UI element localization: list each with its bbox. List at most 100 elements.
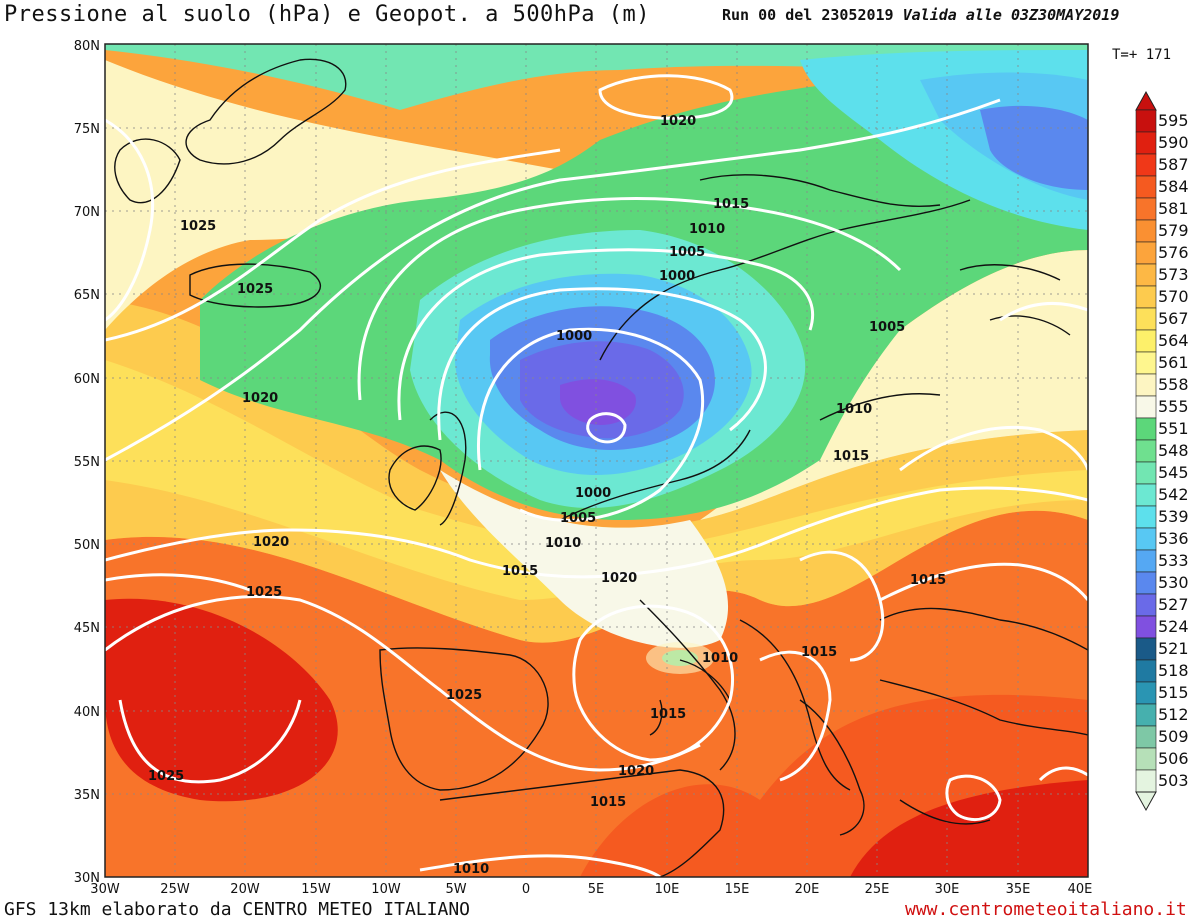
lon-label: 10W <box>371 882 401 897</box>
run-info: Run 00 del 23052019 Valida alle 03Z30MAY… <box>722 6 1119 24</box>
colorbar-swatch <box>1135 637 1157 661</box>
isobar-labels: 1020 1025 1025 1020 1015 1010 1005 1000 … <box>148 114 946 877</box>
lon-label: 30W <box>90 882 120 897</box>
colorbar-value: 542 <box>1158 485 1189 504</box>
colorbar-value: 530 <box>1158 573 1189 592</box>
colorbar-swatch <box>1135 549 1157 573</box>
lon-label: 20E <box>795 882 820 897</box>
colorbar-swatch <box>1135 769 1157 793</box>
map-title: Pressione al suolo (hPa) e Geopot. a 500… <box>4 2 651 27</box>
colorbar-value: 506 <box>1158 749 1189 768</box>
colorbar-swatch <box>1135 483 1157 507</box>
isobar-label: 1005 <box>669 245 705 260</box>
colorbar-swatch <box>1135 307 1157 331</box>
colorbar-value: 521 <box>1158 639 1189 658</box>
colorbar-swatch <box>1135 725 1157 749</box>
colorbar-value: 576 <box>1158 243 1189 262</box>
colorbar-swatch <box>1135 395 1157 419</box>
colorbar-swatch <box>1135 109 1157 133</box>
lat-label: 60N <box>74 372 100 387</box>
website-link[interactable]: www.centrometeoitaliano.it <box>905 899 1187 920</box>
colorbar-swatch <box>1135 219 1157 243</box>
isobar-label: 1020 <box>253 535 289 550</box>
isobar-label: 1015 <box>833 449 869 464</box>
forecast-timestep: T=+ 171 <box>1112 47 1172 63</box>
isobar-label: 1015 <box>650 707 686 722</box>
colorbar-value: 539 <box>1158 507 1189 526</box>
isobar-label: 1010 <box>836 402 872 417</box>
lat-label: 65N <box>74 288 100 303</box>
isobar-label: 1005 <box>560 511 596 526</box>
model-credit: GFS 13km elaborato da CENTRO METEO ITALI… <box>4 899 470 920</box>
colorbar-value: 558 <box>1158 375 1189 394</box>
colorbar-swatch <box>1135 417 1157 441</box>
colorbar-value: 551 <box>1158 419 1189 438</box>
isobar-label: 1010 <box>702 651 738 666</box>
colorbar-swatch <box>1135 615 1157 639</box>
colorbar-swatch <box>1135 593 1157 617</box>
lon-label: 40E <box>1068 882 1093 897</box>
isobar-label: 1025 <box>148 769 184 784</box>
colorbar <box>1135 90 1157 812</box>
colorbar-value: 533 <box>1158 551 1189 570</box>
run-date: Run 00 del 23052019 <box>722 6 894 24</box>
colorbar-swatch <box>1135 197 1157 221</box>
lat-label: 80N <box>74 39 100 54</box>
isobar-label: 1025 <box>237 282 273 297</box>
lat-label: 35N <box>74 788 100 803</box>
colorbar-swatch <box>1135 527 1157 551</box>
isobar-label: 1010 <box>689 222 725 237</box>
lon-label: 5E <box>588 882 605 897</box>
lat-label: 30N <box>74 871 100 886</box>
colorbar-value: 567 <box>1158 309 1189 328</box>
isobar-label: 1015 <box>801 645 837 660</box>
colorbar-value: 503 <box>1158 771 1189 790</box>
isobar-label: 1025 <box>180 219 216 234</box>
colorbar-swatch <box>1135 505 1157 529</box>
colorbar-value: 581 <box>1158 199 1189 218</box>
colorbar-max-arrow <box>1135 90 1157 111</box>
isobar-label: 1000 <box>659 269 695 284</box>
isobar-label: 1015 <box>502 564 538 579</box>
colorbar-value: 561 <box>1158 353 1189 372</box>
colorbar-swatch <box>1135 461 1157 485</box>
lon-label: 25W <box>160 882 190 897</box>
colorbar-swatch <box>1135 439 1157 463</box>
isobar-label: 1010 <box>453 862 489 877</box>
lon-label: 5W <box>445 882 466 897</box>
map-frame <box>104 43 1089 878</box>
colorbar-value: 548 <box>1158 441 1189 460</box>
colorbar-swatch <box>1135 285 1157 309</box>
isobar-label: 1025 <box>446 688 482 703</box>
colorbar-swatch <box>1135 373 1157 397</box>
colorbar-swatch <box>1135 747 1157 771</box>
colorbar-swatch <box>1135 659 1157 683</box>
isobar-label: 1010 <box>545 536 581 551</box>
isobar-label: 1015 <box>590 795 626 810</box>
colorbar-value: 527 <box>1158 595 1189 614</box>
lat-label: 75N <box>74 122 100 137</box>
colorbar-swatch <box>1135 329 1157 353</box>
longitude-labels: 30W 25W 20W 15W 10W 5W 0 5E 10E 15E 20E … <box>90 882 1092 897</box>
colorbar-value: 518 <box>1158 661 1189 680</box>
lat-label: 40N <box>74 705 100 720</box>
colorbar-value: 515 <box>1158 683 1189 702</box>
lon-label: 15W <box>301 882 331 897</box>
colorbar-swatch <box>1135 131 1157 155</box>
colorbar-swatch <box>1135 175 1157 199</box>
colorbar-value: 555 <box>1158 397 1189 416</box>
isobar-label: 1025 <box>246 585 282 600</box>
isobar-label: 1020 <box>618 764 654 779</box>
isobar-label: 1020 <box>242 391 278 406</box>
latitude-labels: 80N 75N 70N 65N 60N 55N 50N 45N 40N 35N … <box>74 39 100 886</box>
lat-label: 70N <box>74 205 100 220</box>
isobar-label: 1015 <box>910 573 946 588</box>
isobar-label: 1005 <box>869 320 905 335</box>
colorbar-value: 512 <box>1158 705 1189 724</box>
isobar-label: 1000 <box>575 486 611 501</box>
colorbar-value: 587 <box>1158 155 1189 174</box>
lon-label: 15E <box>725 882 750 897</box>
lon-label: 0 <box>522 882 530 897</box>
lon-label: 25E <box>865 882 890 897</box>
